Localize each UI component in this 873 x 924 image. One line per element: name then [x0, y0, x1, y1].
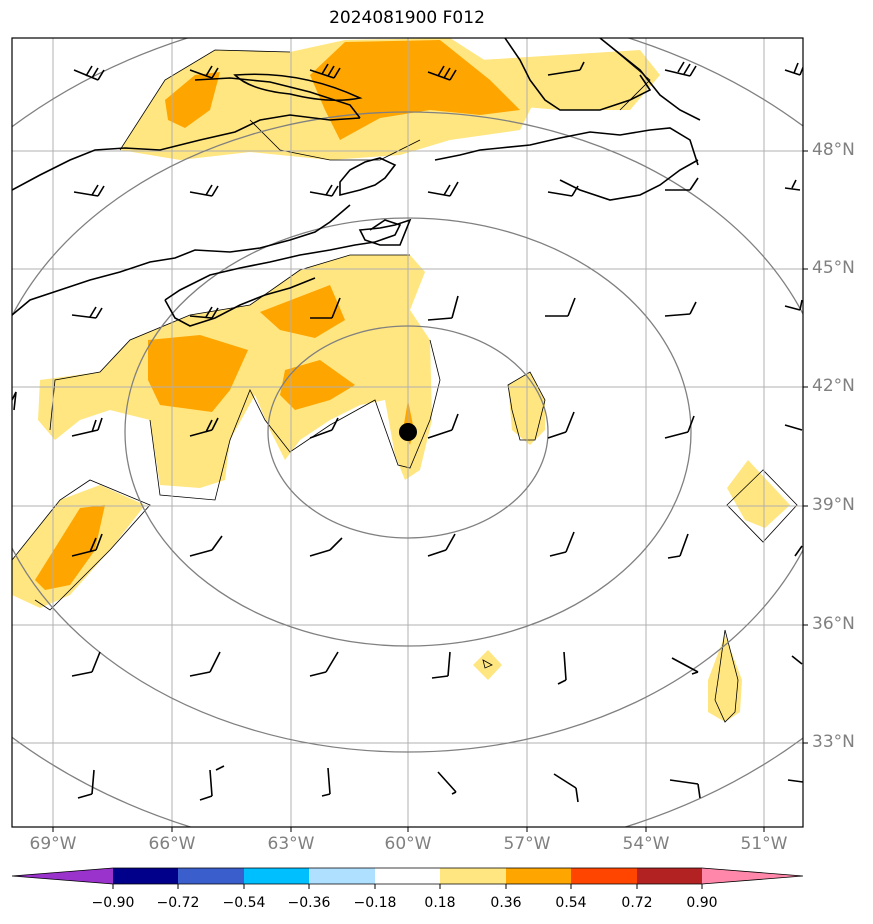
colorbar-tick-label: −0.90 [91, 895, 135, 911]
lat-label-39n: 39°N [812, 495, 855, 515]
lat-label-45n: 45°N [812, 258, 855, 278]
lon-label-63w: 63°W [267, 834, 315, 854]
colorbar-extend-high [702, 868, 803, 884]
colorbar-segment [113, 868, 178, 884]
colorbar-segment [375, 868, 440, 884]
lon-label-51w: 51°W [740, 834, 788, 854]
colorbar-segment [506, 868, 571, 884]
lon-label-66w: 66°W [148, 834, 196, 854]
map-title: 2024081900 F012 [329, 8, 485, 28]
lon-label-60w: 60°W [384, 834, 432, 854]
lon-label-69w: 69°W [29, 834, 77, 854]
colorbar-tick-label: −0.18 [353, 895, 397, 911]
storm-center-marker [399, 423, 417, 441]
colorbar-tick-label: 0.90 [686, 895, 718, 911]
colorbar-tick-label: 0.18 [424, 895, 456, 911]
colorbar-segment [244, 868, 309, 884]
lon-label-57w: 57°W [503, 834, 551, 854]
colorbar-segment [440, 868, 506, 884]
colorbar-extend-low [12, 868, 113, 884]
colorbar-tick-label: 0.54 [555, 895, 587, 911]
lat-label-48n: 48°N [812, 140, 855, 160]
colorbar-tick-label: −0.36 [287, 895, 331, 911]
colorbar-tick-label: 0.36 [490, 895, 522, 911]
graticule [12, 38, 803, 827]
colorbar-tick-label: −0.54 [222, 895, 266, 911]
lat-label-33n: 33°N [812, 732, 855, 752]
tick-marks [52, 150, 808, 832]
wind-barbs [71, 61, 803, 803]
contour-lines [12, 38, 798, 723]
colorbar-tick-label: −0.72 [156, 895, 200, 911]
colorbar-tick-label: 0.72 [621, 895, 653, 911]
range-rings [12, 38, 803, 827]
colorbar-segment [178, 868, 244, 884]
colorbar-segment [571, 868, 637, 884]
lon-label-54w: 54°W [622, 834, 670, 854]
coastline [12, 38, 701, 411]
colorbar-segment [637, 868, 702, 884]
colorbar [11, 867, 804, 889]
lat-label-36n: 36°N [812, 614, 855, 634]
colorbar-segment [309, 868, 375, 884]
lat-label-42n: 42°N [812, 376, 855, 396]
shaded-field-light [12, 38, 790, 722]
